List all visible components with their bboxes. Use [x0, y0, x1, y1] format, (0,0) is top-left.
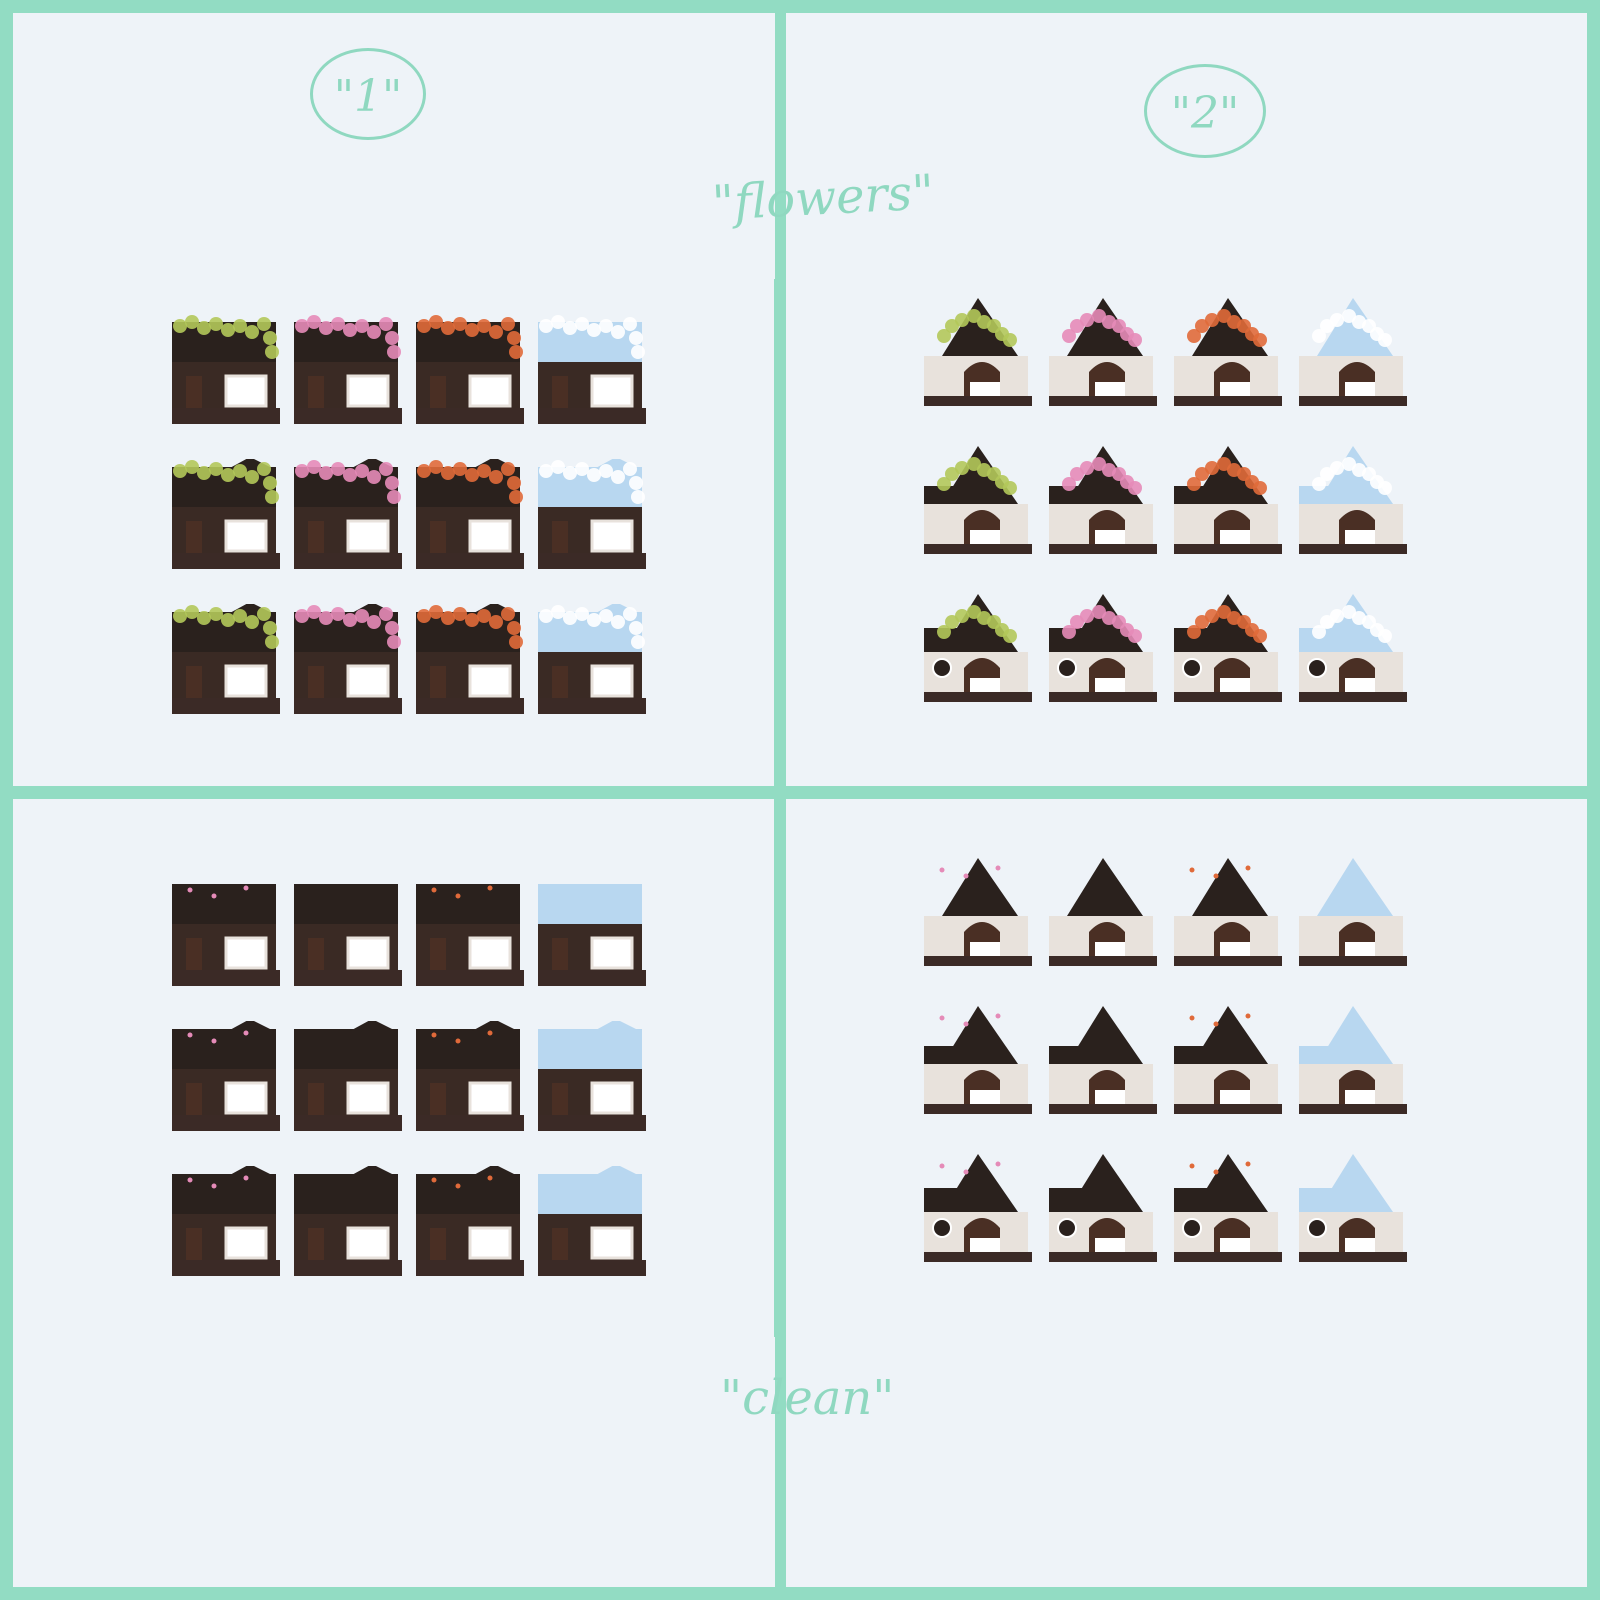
- house-sprite-flowers-2-spring-row1: [922, 296, 1034, 408]
- house-sprite-flowers-1-summer-row3: [292, 602, 404, 716]
- house-sprite-flowers-1-winter-row1: [536, 314, 648, 426]
- house-sprite-clean-1-fall-row3: [414, 1164, 526, 1278]
- house-sprite-clean-2-spring-row1: [922, 856, 1034, 968]
- house-sprite-flowers-2-winter-row1: [1297, 296, 1409, 408]
- house-sprite-flowers-2-fall-row3: [1172, 592, 1284, 704]
- house-sprite-clean-2-winter-row2: [1297, 1004, 1409, 1116]
- house-sprite-flowers-2-fall-row2: [1172, 444, 1284, 556]
- house-sprite-clean-2-winter-row3: [1297, 1152, 1409, 1264]
- house-sprite-clean-2-summer-row2: [1047, 1004, 1159, 1116]
- label-clean: "clean": [720, 1370, 895, 1426]
- house-sprite-flowers-1-spring-row2: [170, 457, 282, 571]
- house-sprite-clean-2-spring-row3: [922, 1152, 1034, 1264]
- house-sprite-clean-1-summer-row2: [292, 1019, 404, 1133]
- house-sprite-clean-2-fall-row1: [1172, 856, 1284, 968]
- house-sprite-flowers-2-winter-row3: [1297, 592, 1409, 704]
- house-sprite-clean-2-winter-row1: [1297, 856, 1409, 968]
- house-sprite-flowers-2-summer-row1: [1047, 296, 1159, 408]
- house-sprite-flowers-1-spring-row3: [170, 602, 282, 716]
- house-sprite-clean-1-spring-row2: [170, 1019, 282, 1133]
- house-sprite-clean-2-fall-row3: [1172, 1152, 1284, 1264]
- house-sprite-clean-1-winter-row1: [536, 876, 648, 988]
- house-sprite-clean-1-fall-row1: [414, 876, 526, 988]
- house-sprite-flowers-2-spring-row3: [922, 592, 1034, 704]
- house-sprite-flowers-1-summer-row1: [292, 314, 404, 426]
- house-sprite-clean-2-spring-row2: [922, 1004, 1034, 1116]
- house-sprite-clean-1-spring-row1: [170, 876, 282, 988]
- house-sprite-clean-1-spring-row3: [170, 1164, 282, 1278]
- house-sprite-flowers-2-fall-row1: [1172, 296, 1284, 408]
- house-sprite-flowers-1-spring-row1: [170, 314, 282, 426]
- house-sprite-clean-1-fall-row2: [414, 1019, 526, 1133]
- house-sprite-clean-1-winter-row2: [536, 1019, 648, 1133]
- label-variant-1: "1": [310, 48, 426, 140]
- house-sprite-flowers-2-summer-row2: [1047, 444, 1159, 556]
- house-sprite-flowers-1-fall-row3: [414, 602, 526, 716]
- house-sprite-clean-2-summer-row1: [1047, 856, 1159, 968]
- house-sprite-clean-1-summer-row3: [292, 1164, 404, 1278]
- house-sprite-flowers-1-winter-row2: [536, 457, 648, 571]
- house-sprite-flowers-1-fall-row2: [414, 457, 526, 571]
- house-sprite-clean-2-fall-row2: [1172, 1004, 1284, 1116]
- label-variant-2: "2": [1144, 64, 1266, 158]
- house-sprite-flowers-2-winter-row2: [1297, 444, 1409, 556]
- label-flowers: "flowers": [710, 164, 936, 232]
- house-sprite-flowers-1-winter-row3: [536, 602, 648, 716]
- vertical-divider: [774, 279, 783, 1337]
- house-sprite-flowers-2-spring-row2: [922, 444, 1034, 556]
- house-sprite-flowers-1-summer-row2: [292, 457, 404, 571]
- house-sprite-flowers-2-summer-row3: [1047, 592, 1159, 704]
- house-sprite-clean-2-summer-row3: [1047, 1152, 1159, 1264]
- house-sprite-flowers-1-fall-row1: [414, 314, 526, 426]
- house-sprite-clean-1-summer-row1: [292, 876, 404, 988]
- house-sprite-clean-1-winter-row3: [536, 1164, 648, 1278]
